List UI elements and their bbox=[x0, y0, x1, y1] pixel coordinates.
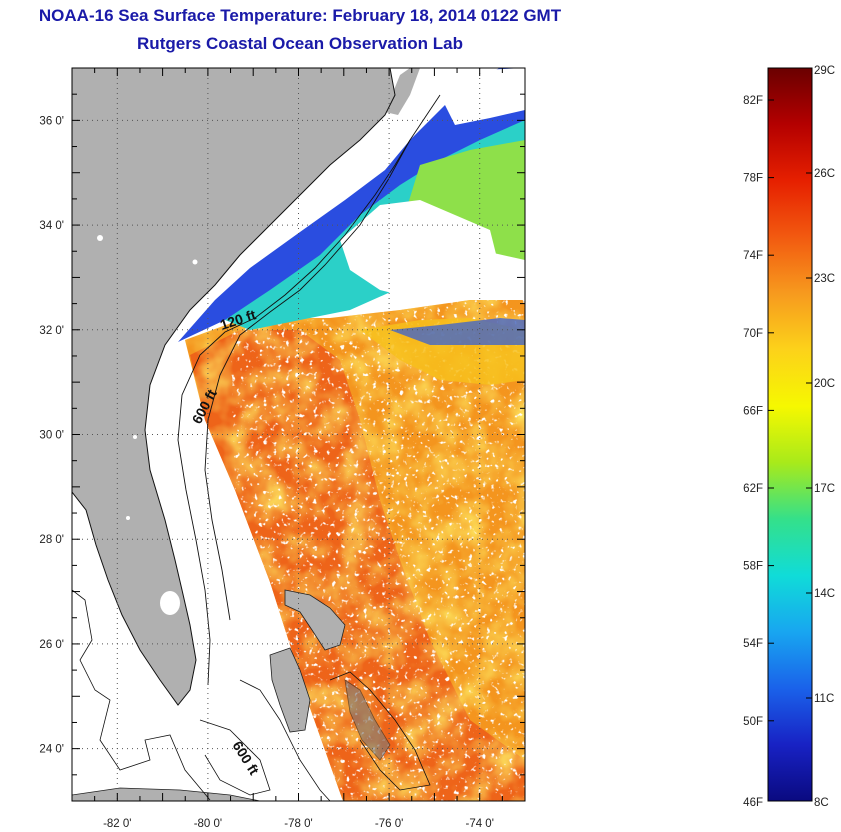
colorbar-fahrenheit-label: 46F bbox=[743, 797, 763, 809]
lat-tick-label: 24 0' bbox=[39, 744, 64, 756]
colorbar-celsius-label: 23C bbox=[814, 273, 835, 285]
cloud-upper-right bbox=[440, 68, 525, 125]
colorbar-fahrenheit-label: 78F bbox=[743, 173, 763, 185]
map-grid bbox=[72, 68, 525, 801]
bahamas-east bbox=[344, 679, 391, 761]
lat-tick-label: 30 0' bbox=[39, 430, 64, 442]
colorbar-celsius-label: 17C bbox=[814, 483, 835, 495]
colorbar-fahrenheit-label: 70F bbox=[743, 328, 763, 340]
sst-cloud-specks bbox=[230, 300, 525, 801]
lon-tick-label: -78 0' bbox=[284, 818, 312, 830]
colorbar-celsius-label: 26C bbox=[814, 168, 835, 180]
coastline bbox=[72, 68, 396, 706]
lon-tick-label: -82 0' bbox=[103, 818, 131, 830]
map-axes: -82 0' -80 0' -78 0' -76 0' -74 0' 24 0' 26 0'… bbox=[39, 67, 526, 830]
contour-600ft bbox=[204, 94, 441, 621]
contour-120ft bbox=[177, 139, 411, 686]
colorbar-celsius-label: 8C bbox=[814, 797, 829, 809]
colorbar-celsius-label: 20C bbox=[814, 378, 835, 390]
lat-tick-label: 26 0' bbox=[39, 639, 64, 651]
land-mass bbox=[72, 68, 395, 705]
colorbar-celsius-label: 11C bbox=[814, 693, 834, 705]
lat-tick-label: 28 0' bbox=[39, 534, 64, 546]
bahamas-north bbox=[284, 589, 346, 651]
colorbar: 82F 78F 74F 70F 66F 62F 58F 54F 50F 46F 29C 26C 23C 2… bbox=[743, 65, 835, 809]
map-title: NOAA-16 Sea Surface Temperature: Februar… bbox=[38, 6, 562, 25]
map-subtitle: Rutgers Coastal Ocean Observation Lab bbox=[137, 34, 463, 53]
colorbar-fahrenheit-label: 82F bbox=[743, 95, 763, 107]
colorbar-scale bbox=[767, 67, 813, 802]
colorbar-labels: 82F 78F 74F 70F 66F 62F 58F 54F 50F 46F 29C 26C 23C 2… bbox=[743, 65, 835, 809]
colorbar-celsius-label: 14C bbox=[814, 588, 835, 600]
colorbar-celsius-label: 29C bbox=[814, 65, 835, 77]
colorbar-fahrenheit-label: 66F bbox=[743, 405, 763, 417]
lat-tick-label: 36 0' bbox=[39, 115, 64, 127]
colorbar-fahrenheit-label: 62F bbox=[743, 483, 763, 495]
outer-banks bbox=[385, 68, 420, 115]
cloud-gap bbox=[340, 200, 500, 300]
lon-tick-label: -74 0' bbox=[465, 818, 493, 830]
bahamas-andros bbox=[269, 647, 311, 733]
lat-tick-label: 32 0' bbox=[39, 325, 64, 337]
lat-tick-label: 34 0' bbox=[39, 220, 64, 232]
cuba-coast bbox=[72, 787, 261, 801]
lon-tick-label: -76 0' bbox=[375, 818, 403, 830]
colorbar-fahrenheit-label: 74F bbox=[743, 250, 763, 262]
lon-tick-label: -80 0' bbox=[194, 818, 222, 830]
cold-shelf-water bbox=[178, 68, 525, 342]
colorbar-fahrenheit-label: 58F bbox=[743, 561, 763, 573]
colorbar-fahrenheit-label: 54F bbox=[743, 638, 763, 650]
offshore-blue-patches bbox=[390, 318, 525, 345]
colorbar-fahrenheit-label: 50F bbox=[743, 716, 763, 728]
lake-okeechobee bbox=[160, 591, 180, 615]
